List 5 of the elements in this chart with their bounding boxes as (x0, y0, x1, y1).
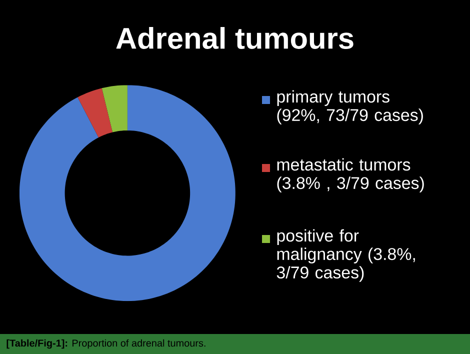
chart-title: Adrenal tumours (116, 27, 354, 49)
legend-label: positive for malignancy (3.8%, 3/79 cases) (276, 229, 415, 282)
text: [Table/Fig-1]: Proportion of adrenal tumours. (6, 339, 206, 349)
legend-label: primary tumors (92%, 73/79 cases) (277, 90, 423, 124)
legend-label: metastatic tumors (3.8% , 3/79 cases) (277, 158, 424, 192)
